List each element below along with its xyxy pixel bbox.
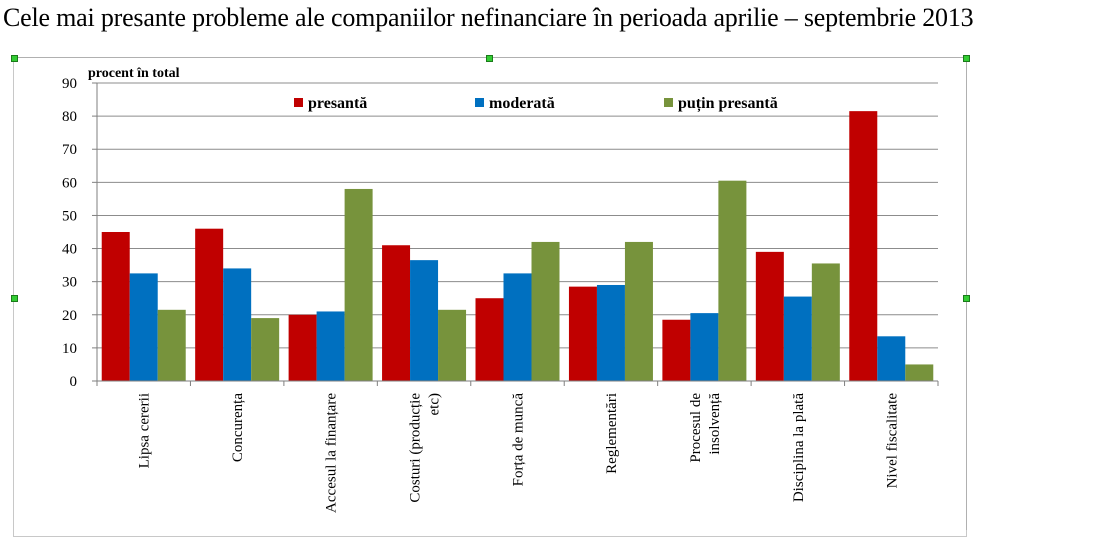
category-label: Reglementări <box>604 393 620 474</box>
category-label: Forța de muncă <box>511 393 527 487</box>
y-tick-label: 90 <box>62 76 77 92</box>
legend-label: moderată <box>489 95 555 112</box>
y-axis-label: procent în total <box>88 66 180 81</box>
category-label: Lipsa cererii <box>137 393 153 468</box>
legend-label: puțin presantă <box>678 95 778 113</box>
bar <box>690 313 719 381</box>
bar <box>718 180 747 381</box>
y-tick-label: 70 <box>62 142 77 158</box>
resize-handle-top-center[interactable] <box>486 55 493 62</box>
y-tick-label: 10 <box>62 341 77 357</box>
bar <box>755 251 784 381</box>
y-tick-label: 60 <box>62 175 77 191</box>
bar <box>382 245 411 381</box>
bar <box>251 318 280 381</box>
bar <box>344 188 373 381</box>
bar <box>662 319 691 381</box>
category-label: Disciplina la plată <box>791 393 807 502</box>
bar <box>568 286 597 381</box>
category-label: Costuri (producție <box>408 393 424 503</box>
bar <box>129 273 158 381</box>
legend-swatch <box>664 98 673 107</box>
bar <box>877 336 906 381</box>
category-label: Procesul de <box>688 393 704 463</box>
selection-border-right <box>966 57 967 530</box>
y-tick-label: 50 <box>62 208 77 224</box>
bar <box>811 263 840 381</box>
resize-handle-middle-right[interactable] <box>963 295 970 302</box>
resize-handle-middle-left[interactable] <box>11 295 18 302</box>
bar <box>783 296 812 381</box>
page-title: Cele mai presante probleme ale companiil… <box>3 3 974 32</box>
category-label: Concurența <box>230 393 246 462</box>
bar <box>316 311 345 381</box>
category-label: Accesul la finanțare <box>324 393 340 513</box>
bar <box>195 228 224 381</box>
bar <box>410 260 439 381</box>
bar <box>288 314 317 381</box>
category-label: etc) <box>427 393 443 415</box>
bar <box>223 268 252 381</box>
legend-swatch <box>475 98 484 107</box>
y-tick-label: 30 <box>62 275 77 291</box>
y-tick-label: 20 <box>62 308 77 324</box>
resize-handle-top-left[interactable] <box>11 55 18 62</box>
bar <box>624 241 653 381</box>
bar <box>503 273 532 381</box>
bar <box>531 241 560 381</box>
legend-label: presantă <box>308 95 367 112</box>
bar <box>101 232 130 381</box>
bar <box>438 309 467 381</box>
y-tick-label: 0 <box>70 374 78 390</box>
bar <box>849 111 878 382</box>
y-tick-label: 40 <box>62 242 77 258</box>
resize-handle-top-right[interactable] <box>963 55 970 62</box>
y-tick-label: 80 <box>62 109 77 125</box>
bar <box>157 309 186 381</box>
legend-swatch <box>294 98 303 107</box>
bar <box>475 298 504 381</box>
bar <box>905 364 934 381</box>
bar <box>596 284 625 381</box>
category-label: insolvență <box>707 393 723 455</box>
category-label: Nivel fiscalitate <box>884 393 900 489</box>
